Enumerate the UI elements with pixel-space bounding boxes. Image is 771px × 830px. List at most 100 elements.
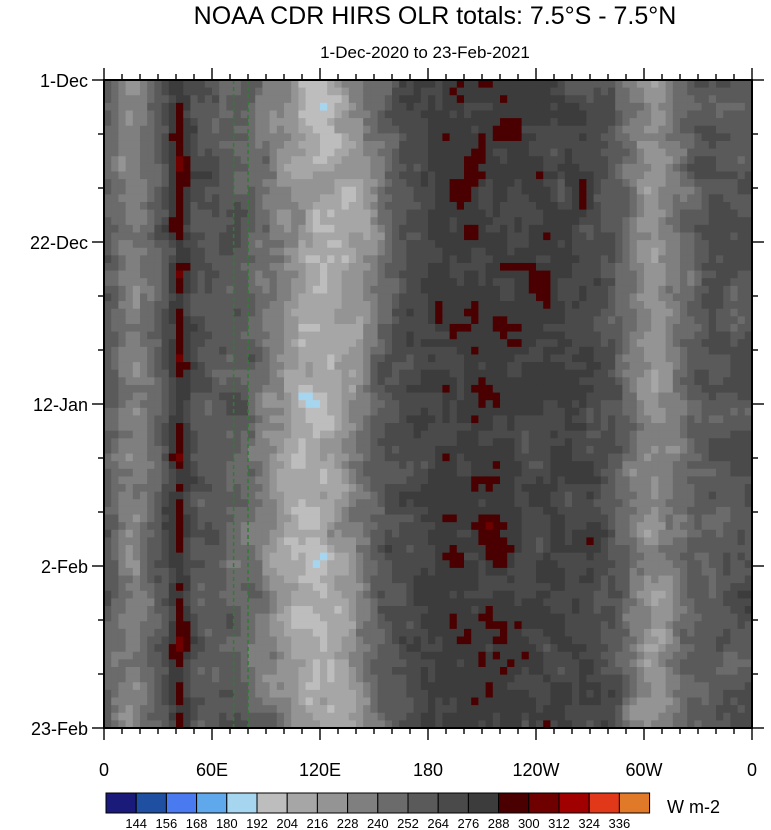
olr-cell (327, 95, 335, 104)
olr-cell (636, 232, 645, 241)
olr-cell (521, 133, 530, 142)
olr-cell (147, 102, 155, 112)
olr-cell (399, 339, 407, 348)
olr-cell (744, 224, 752, 234)
olr-cell (312, 468, 321, 478)
olr-cell (204, 384, 213, 394)
olr-cell (500, 247, 508, 256)
olr-cell (723, 423, 731, 432)
olr-cell (564, 232, 573, 241)
olr-cell (240, 179, 249, 188)
olr-cell (168, 95, 177, 104)
olr-cell (550, 445, 559, 455)
olr-cell (536, 87, 544, 96)
olr-cell (226, 102, 235, 112)
olr-cell (572, 140, 580, 150)
olr-cell (708, 377, 717, 386)
olr-cell (104, 270, 112, 279)
olr-cell (377, 461, 386, 470)
olr-cell (132, 148, 141, 157)
olr-cell (212, 308, 220, 317)
olr-cell (240, 255, 249, 264)
olr-cell (363, 308, 371, 317)
olr-cell (485, 445, 494, 455)
olr-cell (492, 201, 501, 211)
olr-cell (413, 438, 422, 447)
olr-cell (413, 423, 422, 432)
olr-cell (579, 171, 587, 180)
olr-cell (528, 156, 537, 165)
olr-cell (406, 400, 415, 409)
olr-cell (305, 438, 314, 447)
olr-cell (528, 255, 537, 264)
olr-cell (305, 400, 314, 409)
olr-cell (644, 453, 652, 462)
olr-cell (658, 201, 667, 211)
olr-cell (356, 201, 364, 211)
olr-cell (672, 323, 681, 333)
olr-cell (104, 224, 112, 234)
olr-cell (104, 293, 112, 302)
olr-cell (104, 171, 112, 180)
olr-cell (190, 316, 199, 325)
olr-cell (593, 468, 602, 478)
olr-cell (125, 285, 134, 295)
olr-cell (737, 407, 746, 417)
olr-cell (507, 476, 515, 485)
olr-cell (521, 255, 530, 264)
olr-cell (485, 80, 494, 89)
olr-cell (363, 499, 371, 508)
olr-cell (644, 308, 652, 317)
olr-cell (536, 179, 544, 188)
olr-cell (680, 445, 688, 455)
olr-cell (579, 476, 587, 485)
olr-cell (600, 240, 609, 249)
olr-cell (320, 201, 328, 211)
olr-cell (716, 384, 724, 394)
olr-cell (154, 194, 163, 203)
olr-cell (348, 247, 357, 256)
olr-cell (226, 87, 235, 96)
olr-cell (392, 247, 400, 256)
olr-cell (507, 224, 515, 234)
olr-cell (694, 262, 703, 272)
olr-cell (744, 407, 752, 417)
olr-cell (161, 148, 170, 157)
olr-cell (204, 400, 213, 409)
olr-cell (140, 339, 148, 348)
olr-cell (687, 156, 695, 165)
olr-cell (413, 308, 422, 317)
olr-cell (600, 308, 609, 317)
olr-cell (176, 468, 184, 478)
olr-cell (269, 133, 278, 142)
olr-cell (536, 484, 544, 493)
olr-cell (644, 186, 652, 195)
olr-cell (356, 499, 364, 508)
olr-cell (730, 453, 739, 462)
olr-cell (600, 301, 609, 310)
olr-cell (456, 133, 465, 142)
olr-cell (629, 232, 638, 241)
olr-cell (716, 255, 724, 264)
olr-cell (622, 80, 631, 89)
olr-cell (687, 400, 695, 409)
olr-cell (615, 156, 623, 165)
olr-cell (183, 316, 191, 325)
olr-cell (464, 102, 472, 112)
olr-cell (276, 255, 285, 264)
olr-cell (276, 171, 285, 180)
olr-cell (226, 491, 235, 500)
olr-cell (420, 179, 429, 188)
olr-cell (644, 224, 652, 234)
olr-cell (492, 438, 501, 447)
olr-cell (701, 87, 710, 96)
olr-cell (485, 468, 494, 478)
olr-cell (694, 484, 703, 493)
olr-cell (269, 484, 278, 493)
olr-cell (449, 201, 458, 211)
olr-cell (392, 110, 400, 119)
olr-cell (622, 453, 631, 462)
olr-cell (132, 438, 141, 447)
olr-cell (413, 87, 422, 96)
olr-cell (298, 468, 307, 478)
